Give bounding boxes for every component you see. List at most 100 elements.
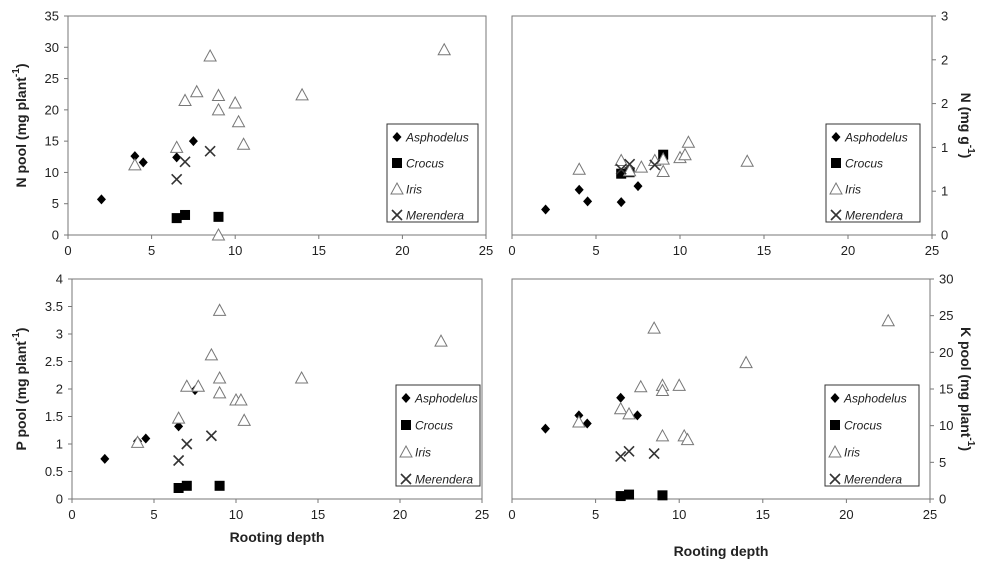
data-point: [657, 490, 668, 501]
data-point: [171, 411, 186, 424]
x-tick-label: 25: [923, 507, 937, 522]
data-point: [138, 157, 148, 168]
x-axis-label: Rooting depth: [230, 529, 325, 545]
y-tick-label: 2: [941, 96, 948, 111]
data-point: [213, 211, 224, 222]
y-tick-label: 0.5: [45, 464, 63, 479]
legend-marker: [829, 181, 843, 195]
data-point: [434, 334, 448, 347]
data-point: [616, 392, 626, 403]
y-tick-label: 2.5: [45, 354, 63, 369]
y-tick-label: 2: [56, 382, 63, 397]
series-asphodelus: [541, 181, 643, 215]
y-axis-label: N (mg g-1): [958, 93, 976, 159]
data-point: [141, 433, 151, 444]
data-point: [181, 438, 193, 450]
data-point: [633, 181, 643, 192]
series-asphodelus: [100, 385, 200, 464]
y-tick-label: 35: [45, 9, 59, 24]
y-tick-label: 1: [941, 184, 948, 199]
legend-marker: [391, 209, 403, 221]
legend-marker: [392, 158, 402, 168]
data-point: [655, 428, 670, 442]
x-tick-label: 5: [592, 507, 599, 522]
data-point: [100, 453, 110, 464]
series-asphodelus: [96, 136, 198, 205]
legend-marker: [401, 393, 411, 403]
data-point: [582, 418, 592, 429]
data-point: [572, 414, 586, 428]
legend-box: [825, 123, 921, 223]
series-merendera: [615, 445, 660, 463]
x-tick-label: 0: [64, 243, 71, 258]
series-merendera: [173, 430, 217, 467]
y-tick-label: 4: [56, 272, 63, 287]
y-tick-label: 30: [45, 40, 59, 55]
y-axis-label: N pool (mg plant-1): [11, 63, 29, 187]
y-tick-label: 10: [45, 165, 59, 180]
data-point: [616, 168, 627, 179]
y-tick-label: 0: [52, 228, 59, 243]
data-point: [632, 410, 642, 421]
data-point: [574, 184, 584, 195]
data-point: [211, 88, 226, 101]
data-point: [231, 114, 246, 128]
legend-label: Iris: [415, 446, 431, 460]
y-axis-label: K pool (mg plant-1): [958, 327, 976, 451]
series-asphodelus: [540, 392, 642, 434]
legend-box: [386, 123, 479, 223]
data-point: [189, 84, 204, 98]
data-point: [173, 483, 184, 493]
plot-frame: [511, 15, 933, 236]
x-tick-label: 5: [592, 243, 599, 258]
series-crocus: [173, 480, 225, 493]
data-point: [130, 151, 140, 162]
data-point: [616, 197, 626, 208]
legend-box: [395, 384, 481, 487]
data-point: [624, 158, 636, 170]
legend-box: [824, 384, 920, 487]
data-point: [572, 162, 587, 175]
series-iris: [572, 313, 896, 446]
y-tick-label: 3: [941, 9, 948, 24]
legend-label: Asphodelus: [405, 131, 469, 145]
data-point: [180, 209, 191, 220]
data-point: [128, 157, 142, 171]
data-point: [188, 136, 198, 147]
x-tick-label: 25: [479, 243, 493, 258]
legend: Asphodelus Crocus Iris Merendera: [395, 384, 481, 487]
data-point: [672, 378, 687, 391]
data-point: [204, 145, 216, 157]
data-point: [212, 370, 227, 384]
data-point: [624, 489, 635, 500]
legend-label: Merendera: [406, 209, 464, 223]
data-point: [615, 491, 626, 502]
x-tick-label: 25: [925, 243, 939, 258]
legend-marker: [830, 393, 840, 403]
chart-panel-3: 0 5 10 15 20 25 0 0.5 1 1.5 2 2.5 3 3.5 4 P pool (mg pl…: [11, 272, 490, 546]
legend-label: Iris: [845, 183, 861, 197]
data-point: [634, 160, 649, 173]
legend-label: Merendera: [844, 473, 902, 487]
x-tick-label: 20: [841, 243, 855, 258]
data-point: [678, 147, 692, 161]
legend-label: Asphodelus: [843, 392, 907, 406]
series-iris: [128, 42, 452, 241]
y-tick-label: 5: [939, 455, 946, 470]
data-point: [622, 406, 636, 420]
data-point: [881, 313, 896, 327]
legend-label: Iris: [844, 446, 860, 460]
x-tick-label: 10: [229, 507, 243, 522]
y-tick-label: 25: [939, 308, 953, 323]
data-point: [179, 379, 194, 392]
data-point: [179, 156, 191, 168]
y-tick-label: 15: [939, 382, 953, 397]
data-point: [583, 196, 593, 207]
data-point: [173, 454, 185, 467]
legend-marker: [392, 132, 402, 142]
x-tick-label: 0: [68, 507, 75, 522]
data-point: [236, 137, 251, 150]
x-tick-label: 5: [148, 243, 155, 258]
x-tick-label: 25: [475, 507, 489, 522]
